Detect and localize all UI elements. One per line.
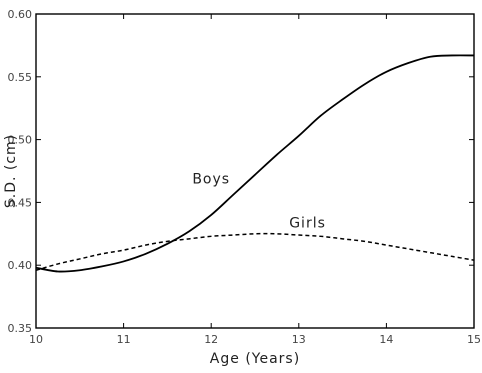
y-tick-label: 0.40 <box>8 259 33 272</box>
x-tick-label: 13 <box>292 333 306 346</box>
series-label-boys: Boys <box>192 172 230 188</box>
series-label-girls: Girls <box>289 216 326 232</box>
y-tick-label: 0.55 <box>8 71 33 84</box>
x-axis-label: Age (Years) <box>210 351 300 367</box>
x-tick-label: 12 <box>204 333 218 346</box>
y-tick-label: 0.35 <box>8 322 33 335</box>
series-layer <box>35 54 475 273</box>
x-tick-label: 14 <box>379 333 393 346</box>
y-tick-label: 0.60 <box>8 8 33 21</box>
y-tick-label: 0.50 <box>8 134 33 147</box>
x-tick-label: 15 <box>467 333 481 346</box>
annotations: Boys Girls <box>192 172 326 232</box>
axes <box>35 13 475 329</box>
plot-frame <box>35 13 475 329</box>
ticks: 10 11 12 13 14 15 0.35 0.40 0.45 0.50 0.55 0.60 <box>8 8 482 346</box>
series-line-girls <box>35 232 475 271</box>
series-line-boys <box>35 54 475 273</box>
x-tick-label: 10 <box>29 333 43 346</box>
x-tick-label: 11 <box>117 333 131 346</box>
y-axis-label: S.D. (cm) <box>3 134 19 208</box>
y-tick-label: 0.45 <box>8 196 33 209</box>
